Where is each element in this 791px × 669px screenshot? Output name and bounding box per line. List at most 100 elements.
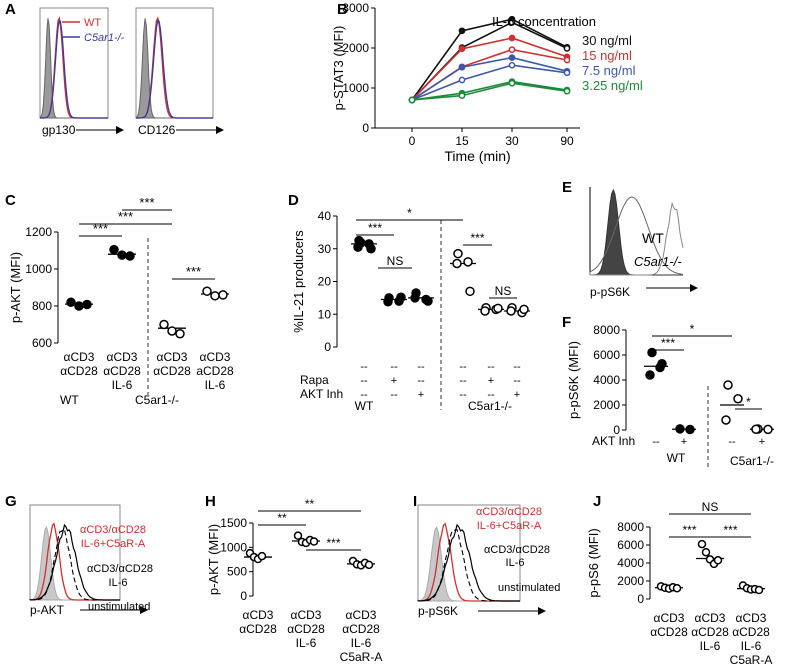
- row-cell: +: [488, 375, 494, 387]
- group-label: αCD3: [200, 350, 231, 364]
- data-point: [463, 257, 473, 267]
- y-tick-label: 4000: [593, 373, 620, 387]
- il6-dashed-histogram: [30, 529, 120, 601]
- x-axis-label: CD126: [138, 123, 176, 137]
- x-tick-label: 30: [505, 134, 519, 148]
- group-label: αCD28: [732, 625, 770, 639]
- panel-letter-g: G: [5, 493, 17, 510]
- data-point: [452, 258, 462, 269]
- data-point: [453, 248, 463, 259]
- x-axis-label: p-pS6K: [418, 604, 458, 618]
- panel-letter-f: F: [562, 314, 571, 331]
- series-line: [411, 56, 568, 101]
- wt-label: WT: [642, 230, 664, 246]
- series-point: [508, 19, 516, 26]
- row-cell: --: [417, 361, 425, 373]
- series-line: [411, 37, 568, 101]
- panel-letter-a: A: [5, 1, 16, 18]
- group-label: αCD28: [239, 622, 277, 636]
- annotation-label: αCD3/αCD28: [484, 544, 550, 556]
- y-tick-label: 600: [32, 336, 52, 350]
- y-axis-label: p-pS6 (MFI): [586, 528, 601, 597]
- data-point: [356, 238, 366, 248]
- il6-histogram: [29, 523, 120, 601]
- significance-label: **: [305, 497, 315, 511]
- annotation-label: αCD3/αCD28: [476, 506, 542, 518]
- x-axis-label: p-pS6K: [590, 285, 630, 299]
- group-tag-wt: WT: [355, 399, 374, 413]
- y-axis-label: p-AKT (MFI): [206, 524, 221, 595]
- annotation-label: IL-6: [109, 577, 128, 589]
- row-cell: --: [459, 389, 467, 401]
- group-label: αCD3: [695, 611, 726, 625]
- series-point: [563, 69, 571, 77]
- row-cell: --: [360, 375, 368, 387]
- series-point: [458, 27, 466, 35]
- row-cell: --: [487, 361, 495, 373]
- y-tick-label: 20: [318, 275, 332, 289]
- data-point: [109, 244, 119, 255]
- panel-letter-b: B: [337, 1, 348, 18]
- row-cell: +: [418, 389, 424, 401]
- row-cell: +: [759, 436, 765, 448]
- y-tick-label: 2000: [593, 398, 620, 412]
- group-label: αCD28: [287, 622, 325, 636]
- significance-label: ***: [661, 336, 675, 350]
- wt-histogram: [590, 201, 684, 276]
- data-point: [366, 244, 376, 254]
- data-point: [309, 537, 319, 546]
- significance-label: ***: [470, 231, 484, 245]
- data-point: [465, 286, 475, 297]
- significance-label: **: [277, 511, 287, 525]
- data-point: [645, 370, 655, 380]
- y-tick-label: 2000: [342, 41, 369, 55]
- significance-label: NS: [495, 284, 512, 298]
- significance-label: ***: [368, 221, 382, 235]
- x-axis-label: p-AKT: [30, 603, 65, 617]
- y-tick-label: 2000: [617, 574, 644, 588]
- row-cell: --: [360, 361, 368, 373]
- data-point: [721, 415, 731, 425]
- data-point: [713, 556, 723, 565]
- y-axis-label: p-STAT3 (MFI): [331, 26, 346, 111]
- panel-letter-i: I: [413, 493, 417, 510]
- data-point: [125, 251, 135, 261]
- data-point: [383, 297, 393, 307]
- data-point: [493, 303, 503, 314]
- significance-label: ***: [118, 209, 133, 224]
- ko-histogram: [136, 19, 213, 119]
- legend-label-ko: C5ar1-/-: [84, 32, 125, 44]
- series-point: [508, 46, 516, 53]
- significance-label: ***: [139, 195, 154, 210]
- legend-title: IL-6 concentration: [492, 14, 596, 29]
- y-tick-label: 500: [227, 565, 247, 579]
- data-point: [754, 585, 764, 595]
- y-axis-label: p-AKT (MFI): [8, 252, 23, 323]
- group-label: IL-6: [741, 639, 762, 653]
- data-point: [506, 306, 516, 316]
- annotation-label: αCD3/αCD28: [80, 524, 146, 536]
- row-cell: --: [513, 375, 521, 387]
- data-point: [210, 291, 220, 301]
- data-point: [675, 424, 685, 434]
- group-label: αCD3: [654, 611, 685, 625]
- y-tick-label: 40: [318, 209, 332, 223]
- series-point: [508, 61, 516, 69]
- panel-letter-c: C: [5, 192, 16, 209]
- series-point: [508, 54, 516, 61]
- y-tick-label: 3000: [342, 1, 369, 15]
- series-point: [408, 96, 416, 104]
- data-point: [751, 424, 761, 434]
- significance-label: ***: [326, 536, 340, 550]
- y-tick-label: 0: [324, 340, 331, 354]
- series-point: [563, 87, 571, 95]
- group-label: αCD3: [64, 350, 95, 364]
- significance-label: *: [407, 206, 412, 220]
- group-label: αCD28: [691, 625, 729, 639]
- data-point: [423, 296, 433, 306]
- group-tag-ko: C5ar1-/-: [730, 454, 774, 468]
- group-label: αCD3: [736, 611, 767, 625]
- series-line: [411, 82, 568, 101]
- x-axis-label: gp130: [42, 123, 76, 137]
